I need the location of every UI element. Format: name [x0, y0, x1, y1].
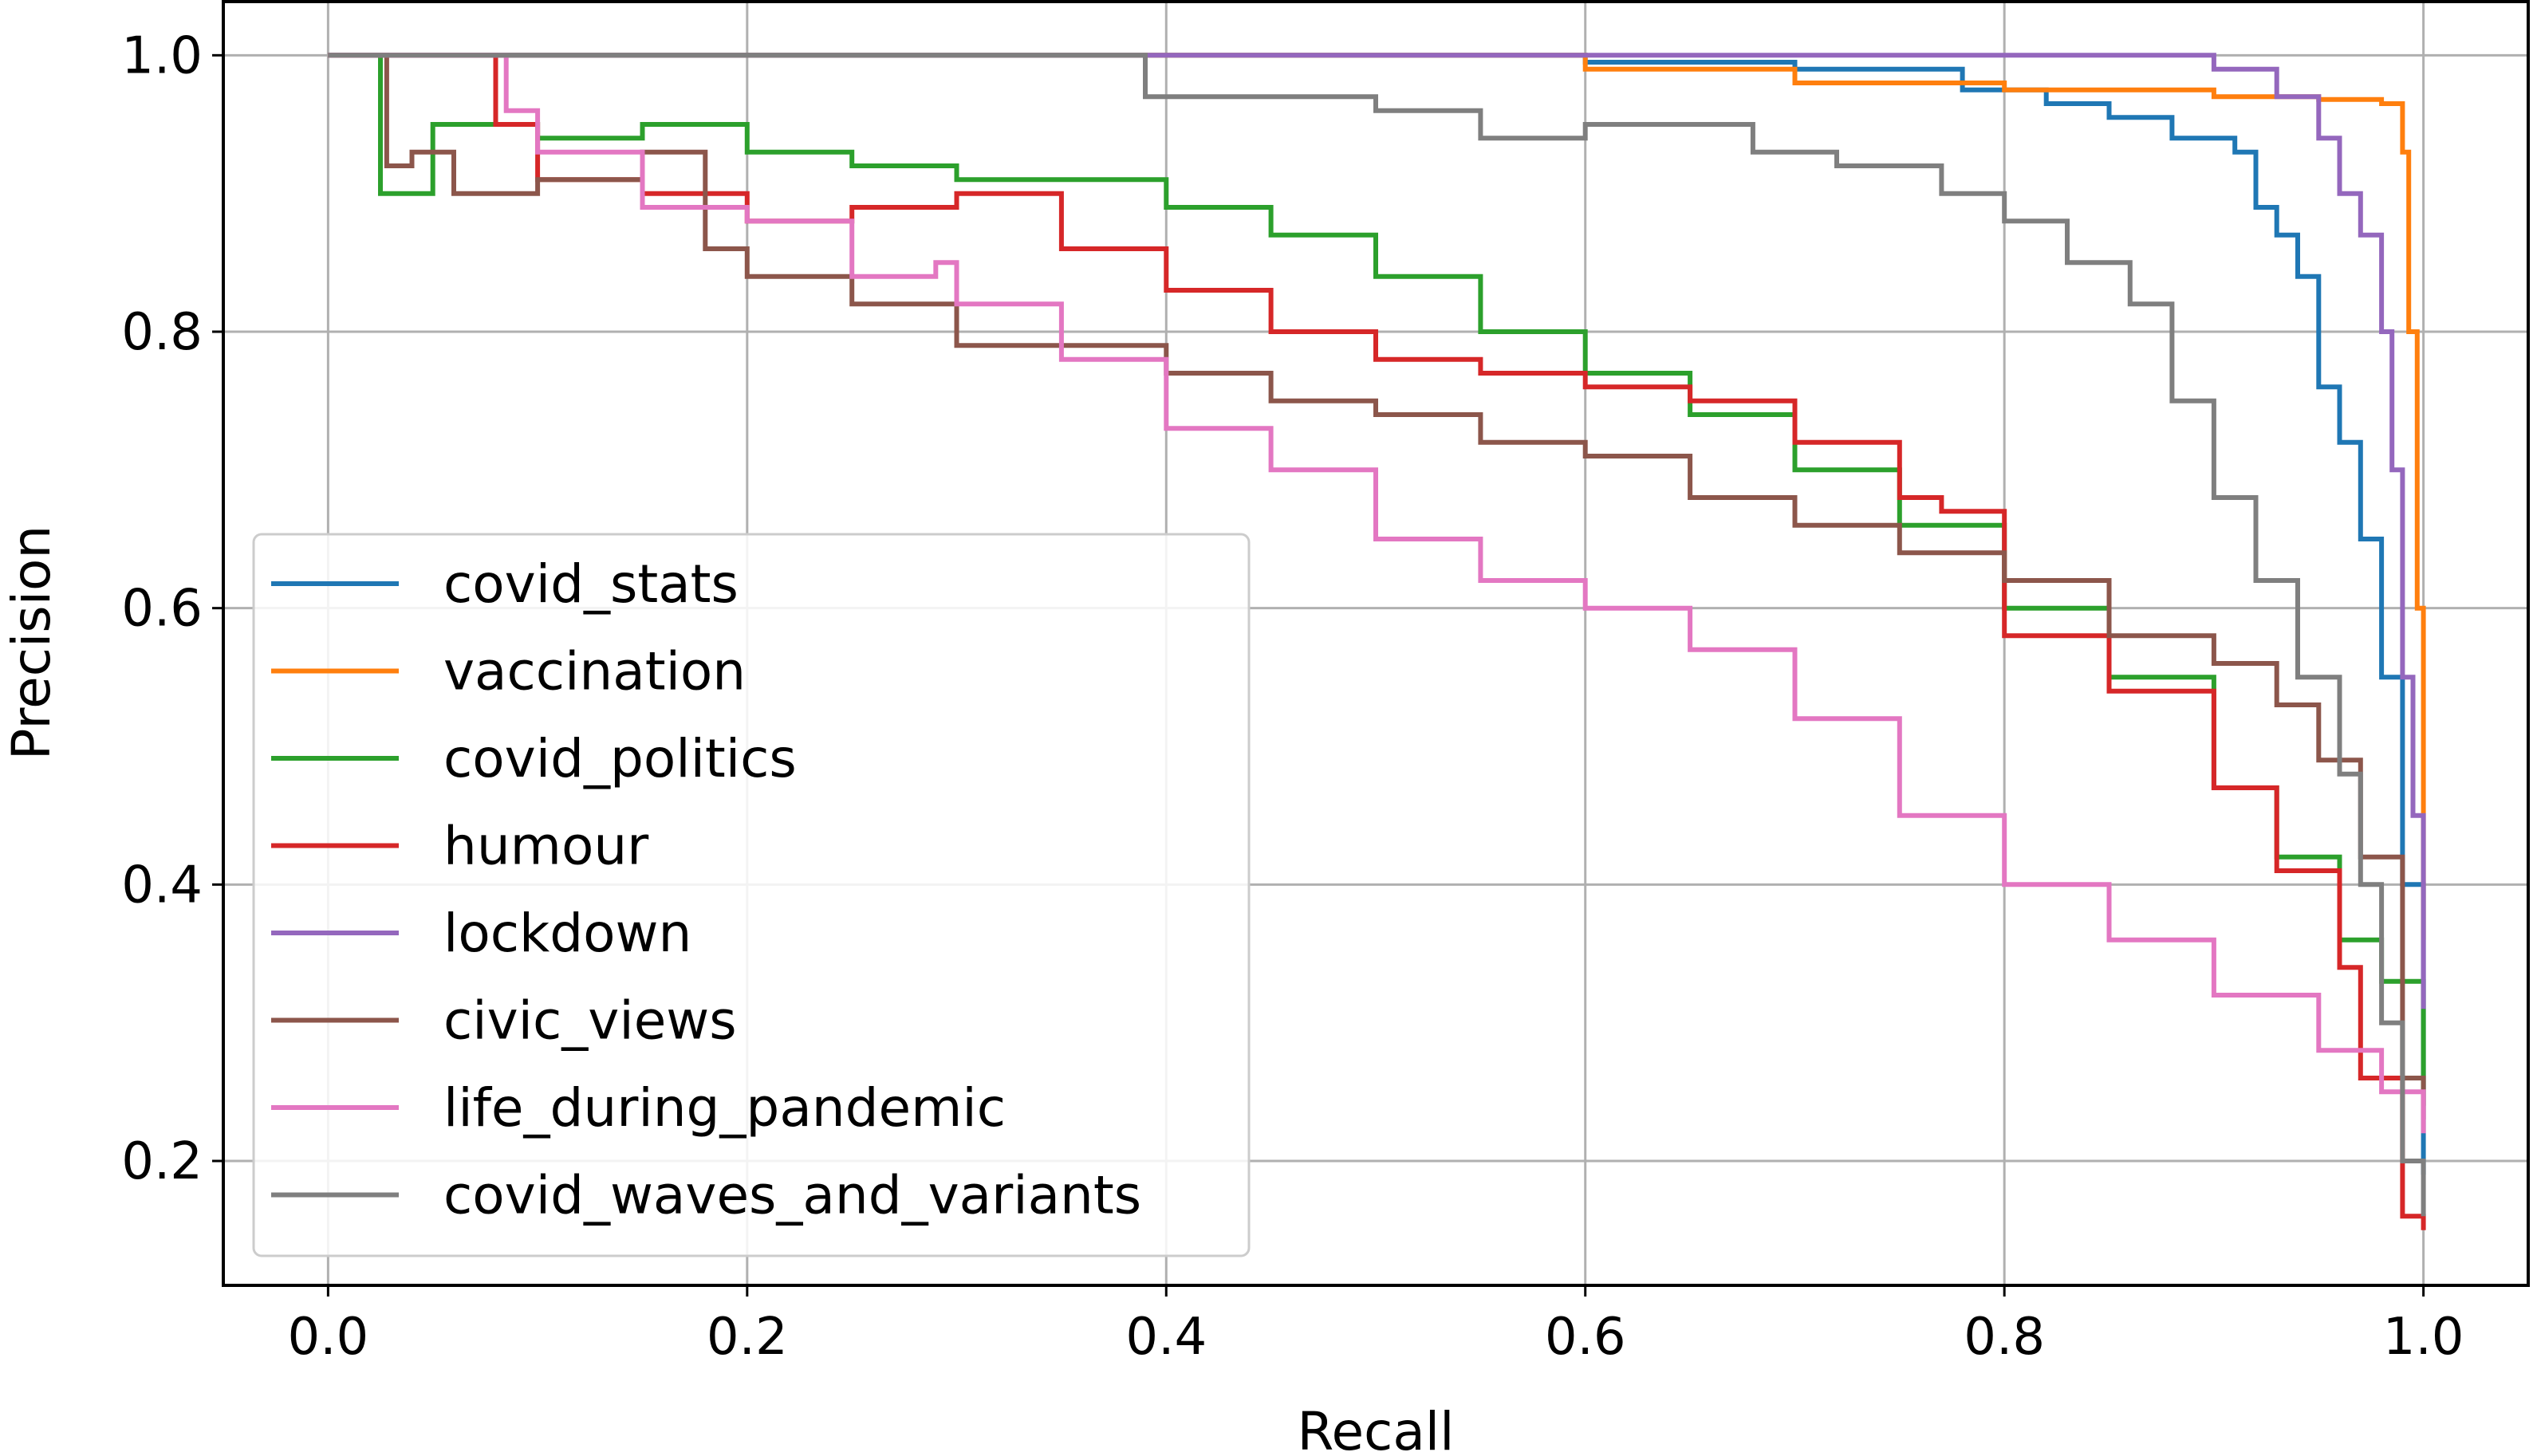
series-line-covid-stats	[328, 53, 2426, 1175]
x-tick-label: 0.4	[1125, 1308, 1207, 1367]
x-tick-label: 0.0	[287, 1308, 368, 1367]
series-lines	[328, 53, 2426, 1230]
y-tick-label: 0.2	[121, 1132, 203, 1191]
series-line-life-during-pandemic	[328, 53, 2426, 1134]
legend-label: covid_politics	[443, 728, 797, 789]
x-tick-label: 0.2	[707, 1308, 788, 1367]
plot-frame	[222, 0, 2530, 1287]
y-tick-label: 0.4	[121, 856, 203, 915]
x-tick-label: 0.8	[1964, 1308, 2045, 1367]
legend: covid_stats vaccination covid_politicshumo…	[252, 533, 1251, 1257]
series-line-civic-views	[328, 53, 2426, 1120]
y-tick-label: 0.6	[121, 580, 203, 639]
x-tick-label: 0.6	[1545, 1308, 1626, 1367]
legend-label: humour	[443, 816, 649, 877]
series-line-lockdown	[328, 53, 2426, 1009]
y-axis-label: Precision	[1, 525, 62, 761]
legend-label: life_during_pandemic	[443, 1077, 1006, 1139]
x-axis-label: Recall	[1298, 1401, 1455, 1456]
legend-label: covid_waves_and_variants	[443, 1165, 1141, 1226]
series-line-covid-waves-and-variants	[328, 53, 2426, 1217]
legend-label: covid_stats	[443, 553, 739, 615]
x-tick-label: 1.0	[2383, 1308, 2464, 1367]
y-tick-label: 1.0	[121, 26, 203, 85]
legend-label: lockdown	[443, 903, 691, 964]
legend-label: vaccination	[443, 641, 746, 702]
y-tick-label: 0.8	[121, 303, 203, 362]
legend-label: civic_views	[443, 990, 737, 1052]
legend-box	[252, 533, 1251, 1257]
axis-ticks: 0.0 0.2 0.4 0.6 0.8 1.0 0.2 0.4 0.6 0.8 1.0	[121, 26, 2464, 1367]
